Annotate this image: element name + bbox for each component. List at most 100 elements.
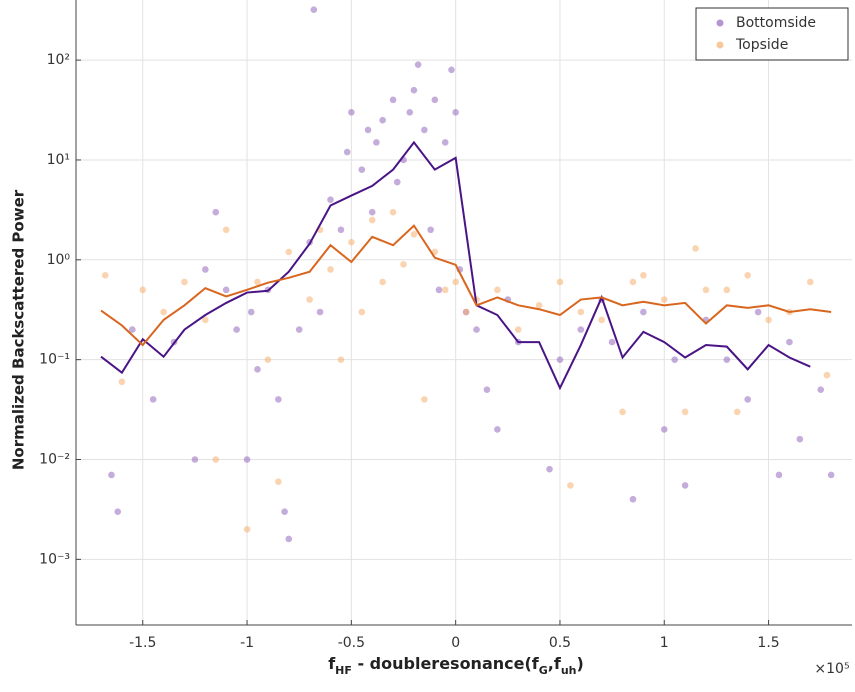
point — [327, 196, 334, 203]
y-tick-label: 10¹ — [47, 152, 70, 168]
point — [348, 109, 355, 116]
point — [556, 278, 564, 286]
point — [281, 508, 288, 516]
point — [441, 286, 449, 294]
point — [202, 316, 209, 324]
point — [806, 278, 814, 286]
point — [400, 261, 407, 268]
point — [441, 139, 449, 146]
point — [379, 116, 386, 124]
point — [247, 308, 255, 316]
point — [118, 378, 126, 386]
x-tick-label: 1 — [660, 635, 669, 651]
trend-line — [100, 224, 832, 347]
point — [452, 278, 459, 286]
point — [275, 478, 282, 485]
point — [640, 271, 647, 279]
y-tick-label: 10⁻³ — [39, 551, 70, 567]
x-axis-label-part: HF — [335, 664, 352, 677]
point — [264, 356, 272, 363]
point — [389, 208, 397, 216]
x-tick-label: -0.5 — [338, 635, 365, 651]
point — [212, 208, 220, 216]
x-tick-label: 0.5 — [549, 635, 571, 651]
y-tick-label: 10² — [47, 52, 70, 68]
point — [149, 396, 157, 403]
legend-label: Topside — [735, 37, 788, 53]
point — [681, 408, 689, 416]
point — [285, 535, 293, 543]
point — [114, 508, 122, 516]
point — [254, 366, 261, 373]
point — [535, 302, 543, 309]
point — [598, 316, 605, 324]
point — [337, 226, 345, 234]
point — [629, 495, 637, 503]
grid — [76, 0, 852, 625]
point — [546, 465, 553, 473]
x-tick-label: 0 — [451, 635, 460, 651]
point — [494, 286, 501, 294]
point — [681, 482, 689, 489]
point — [414, 61, 422, 68]
point — [139, 286, 147, 294]
trend-line — [100, 140, 811, 391]
x-multiplier: ×10⁵ — [814, 661, 849, 677]
point — [817, 386, 825, 394]
x-axis-label-part: G — [539, 664, 548, 677]
point — [723, 356, 731, 363]
point — [702, 286, 710, 294]
point — [275, 396, 282, 403]
point — [358, 166, 366, 173]
x-tick-label: -1.5 — [129, 635, 156, 651]
point — [343, 148, 351, 156]
point — [514, 326, 522, 333]
point — [285, 248, 293, 256]
point — [823, 371, 831, 379]
point — [368, 208, 376, 216]
series-points — [101, 208, 831, 533]
point — [671, 356, 678, 363]
point — [421, 396, 428, 403]
x-axis-label-part: ,f — [548, 654, 562, 673]
legend-marker — [716, 41, 724, 49]
x-axis-label-part: uh — [561, 664, 577, 677]
point — [410, 231, 418, 238]
point — [733, 408, 741, 416]
point — [765, 316, 772, 324]
point — [483, 386, 491, 394]
point — [306, 296, 313, 303]
point — [744, 396, 751, 403]
point — [775, 471, 783, 479]
point — [181, 278, 188, 286]
point — [191, 456, 199, 463]
point — [786, 338, 793, 346]
point — [473, 326, 480, 333]
point — [222, 286, 230, 294]
point — [358, 308, 366, 316]
point — [660, 296, 668, 303]
point — [368, 216, 376, 224]
x-axis-label-part: f — [328, 654, 336, 673]
point — [379, 278, 386, 286]
point — [316, 308, 324, 316]
point — [427, 226, 434, 234]
point — [233, 326, 240, 333]
point — [393, 178, 401, 186]
point — [295, 326, 303, 333]
point — [364, 126, 372, 134]
point — [452, 109, 459, 116]
point — [435, 286, 443, 294]
point — [660, 426, 668, 433]
point — [448, 66, 455, 74]
point — [222, 226, 230, 234]
point — [744, 271, 751, 279]
point — [462, 308, 470, 316]
point — [796, 435, 804, 443]
x-tick-label: 1.5 — [757, 635, 779, 651]
point — [243, 525, 251, 533]
x-tick-label: -1 — [240, 635, 254, 651]
point — [754, 308, 762, 316]
y-tick-label: 10⁻¹ — [39, 352, 70, 368]
